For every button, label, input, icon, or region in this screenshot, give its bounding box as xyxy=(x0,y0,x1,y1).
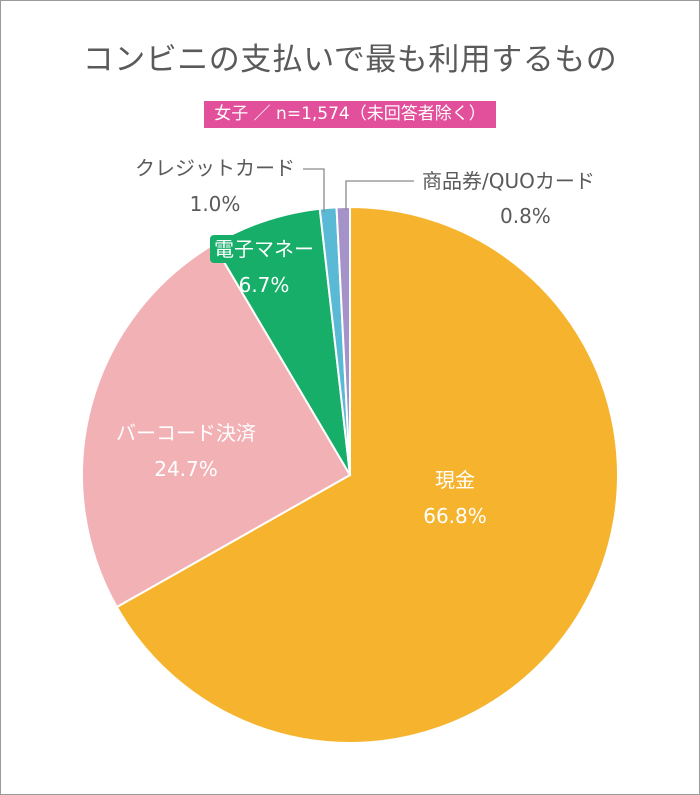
slice-value-2: 24.7% xyxy=(154,457,218,481)
leader-line-4 xyxy=(303,168,325,212)
subtitle-wrap: 女子 ／ n=1,574（未回答者除く） xyxy=(0,101,700,128)
slice-value-5: 0.8% xyxy=(500,204,551,228)
leader-line-5 xyxy=(345,180,414,210)
slice-label-3: 電子マネー xyxy=(214,237,314,261)
slice-value-4: 1.0% xyxy=(190,192,241,216)
slice-value-1: 66.8% xyxy=(423,504,487,528)
slice-label-5: 商品券/QUOカード xyxy=(422,169,595,193)
slice-1 xyxy=(115,205,619,744)
slice-2 xyxy=(81,242,352,609)
slice-value-3: 6.7% xyxy=(239,273,290,297)
slice-label-4: クレジットカード xyxy=(135,156,295,180)
slice-label-badge-3 xyxy=(210,235,318,263)
slice-5 xyxy=(335,205,351,476)
slice-label-2: バーコード決済 xyxy=(116,421,256,445)
chart-title: コンビニの支払いで最も利用するもの xyxy=(82,42,618,78)
slice-label-1: 現金 xyxy=(435,468,475,492)
chart-subtitle: 女子 ／ n=1,574（未回答者除く） xyxy=(204,101,496,128)
